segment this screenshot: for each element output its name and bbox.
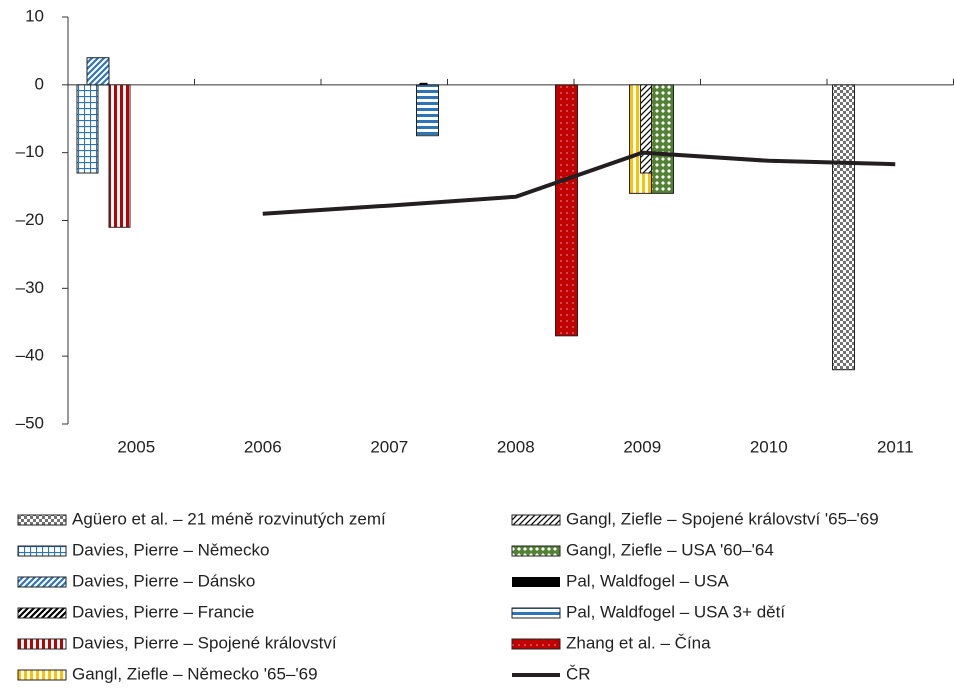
x-tick-label: 2011 [877,437,914,456]
bar [652,85,674,194]
legend-label: Davies, Pierre – Spojené království [72,633,337,652]
y-tick-label: 10 [25,6,44,25]
legend-label: Pal, Waldfogel – USA 3+ dětí [566,602,785,621]
legend-swatch [18,546,66,556]
legend-swatch [18,515,66,525]
legend-swatch [512,608,560,618]
legend-swatch [18,639,66,649]
bar [417,85,439,136]
bar [833,85,855,370]
x-tick-label: 2010 [750,437,788,456]
y-tick-label: –40 [16,346,44,365]
y-tick-label: –10 [16,142,44,161]
bar [420,83,428,85]
legend-label: Gangl, Ziefle – USA '60–'64 [566,540,774,559]
legend-label: ČR [566,664,591,683]
y-tick-label: 0 [35,74,44,93]
legend-label: Davies, Pierre – Dánsko [72,571,255,590]
x-tick-label: 2005 [117,437,155,456]
bar [556,85,578,336]
legend-label: Agüero et al. – 21 méně rozvinutých zemí [72,509,386,528]
legend-label: Davies, Pierre – Francie [72,602,254,621]
legend-swatch [512,546,560,556]
legend-label: Pal, Waldfogel – USA [566,571,729,590]
legend-label: Davies, Pierre – Německo [72,540,269,559]
bar [87,58,109,85]
legend-label: Gangl, Ziefle – Spojené království '65–'… [566,509,879,528]
legend-swatch [512,639,560,649]
legend-swatch [512,577,560,587]
bar [109,85,130,227]
legend-swatch [18,608,66,618]
legend-swatch [512,515,560,525]
legend-swatch [18,577,66,587]
x-tick-label: 2007 [370,437,408,456]
legend-label: Zhang et al. – Čína [566,633,711,652]
y-tick-label: –50 [16,413,44,432]
bar [77,85,98,173]
line [263,153,896,214]
legend-label: Gangl, Ziefle – Německo '65–'69 [72,664,318,683]
x-tick-label: 2008 [497,437,535,456]
x-tick-label: 2009 [623,437,661,456]
legend-swatch [18,670,66,680]
bar [641,85,652,173]
y-tick-label: –20 [16,210,44,229]
x-tick-label: 2006 [244,437,282,456]
y-tick-label: –30 [16,278,44,297]
